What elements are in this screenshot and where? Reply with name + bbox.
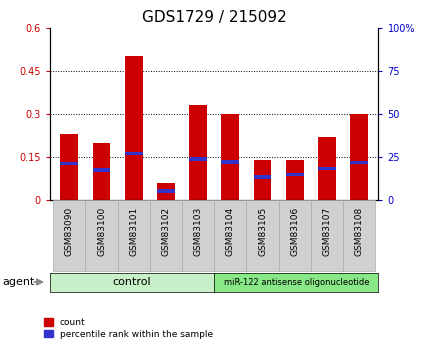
Text: agent: agent — [2, 277, 34, 287]
Text: GSM83106: GSM83106 — [289, 207, 299, 256]
Text: GSM83100: GSM83100 — [97, 207, 106, 256]
Text: GSM83107: GSM83107 — [322, 207, 331, 256]
Text: GSM83104: GSM83104 — [225, 207, 234, 256]
Bar — [189, 105, 207, 200]
Title: GDS1729 / 215092: GDS1729 / 215092 — [141, 10, 286, 25]
Bar — [60, 134, 78, 200]
Bar — [285, 172, 303, 176]
Bar — [92, 168, 110, 171]
Legend: count, percentile rank within the sample: count, percentile rank within the sample — [43, 318, 213, 339]
Bar — [125, 56, 142, 200]
Bar — [349, 114, 367, 200]
Bar — [125, 151, 142, 155]
Bar — [317, 137, 335, 200]
Text: GSM83101: GSM83101 — [129, 207, 138, 256]
Bar — [92, 142, 110, 200]
Text: control: control — [112, 277, 151, 287]
Bar — [285, 160, 303, 200]
Bar — [221, 114, 239, 200]
Text: GSM83105: GSM83105 — [257, 207, 266, 256]
Text: GSM83108: GSM83108 — [354, 207, 363, 256]
Bar — [221, 160, 239, 164]
Bar — [189, 157, 207, 161]
Text: GSM83102: GSM83102 — [161, 207, 170, 256]
Bar — [117, 200, 149, 271]
Bar — [310, 200, 342, 271]
Text: miR-122 antisense oligonucleotide: miR-122 antisense oligonucleotide — [223, 277, 368, 287]
Bar — [342, 200, 375, 271]
Text: GSM83090: GSM83090 — [65, 207, 74, 256]
Bar — [253, 160, 271, 200]
Bar — [53, 200, 85, 271]
Bar — [149, 200, 181, 271]
Bar — [349, 161, 367, 165]
Bar — [214, 200, 246, 271]
Bar — [181, 200, 214, 271]
Bar — [253, 175, 271, 179]
Bar — [60, 161, 78, 165]
Bar — [278, 200, 310, 271]
Bar — [157, 189, 174, 193]
Bar — [317, 167, 335, 170]
Text: GSM83103: GSM83103 — [193, 207, 202, 256]
Bar — [85, 200, 117, 271]
Bar — [157, 183, 174, 200]
Bar — [246, 200, 278, 271]
